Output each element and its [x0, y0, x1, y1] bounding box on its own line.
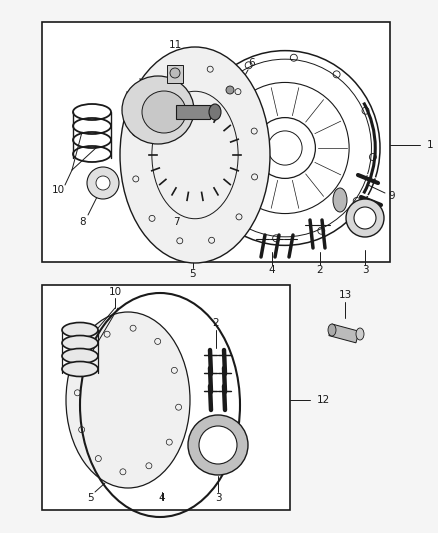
Ellipse shape — [328, 324, 336, 336]
Ellipse shape — [66, 312, 190, 488]
Bar — [167, 65, 183, 83]
Ellipse shape — [62, 349, 98, 364]
Text: 9: 9 — [389, 191, 396, 201]
Ellipse shape — [120, 47, 270, 263]
Text: 10: 10 — [51, 185, 64, 195]
Ellipse shape — [142, 91, 186, 133]
Text: 5: 5 — [190, 269, 196, 279]
Text: 3: 3 — [362, 265, 368, 275]
Bar — [42, 22, 390, 262]
Text: 2: 2 — [213, 318, 219, 328]
Bar — [42, 285, 290, 510]
Text: 2: 2 — [317, 265, 323, 275]
Text: 13: 13 — [339, 290, 352, 300]
Text: 4: 4 — [268, 265, 276, 275]
Bar — [176, 105, 210, 119]
Text: 10: 10 — [109, 287, 122, 297]
Ellipse shape — [62, 322, 98, 337]
Text: 8: 8 — [80, 217, 86, 227]
Ellipse shape — [354, 207, 376, 229]
Circle shape — [170, 68, 180, 78]
Text: 6: 6 — [249, 58, 255, 68]
Text: 12: 12 — [316, 395, 330, 405]
Ellipse shape — [122, 76, 194, 144]
Ellipse shape — [356, 328, 364, 340]
Circle shape — [226, 86, 234, 94]
Ellipse shape — [62, 335, 98, 351]
Ellipse shape — [209, 104, 221, 120]
Text: 11: 11 — [168, 40, 182, 50]
Text: 7: 7 — [173, 217, 179, 227]
Text: 4: 4 — [159, 493, 165, 503]
Ellipse shape — [62, 361, 98, 376]
Circle shape — [199, 426, 237, 464]
Circle shape — [87, 167, 119, 199]
Ellipse shape — [333, 188, 347, 212]
Circle shape — [96, 176, 110, 190]
Bar — [329, 324, 359, 343]
Text: 3: 3 — [215, 493, 221, 503]
Text: 5: 5 — [87, 493, 93, 503]
Text: 1: 1 — [427, 140, 433, 150]
Circle shape — [188, 415, 248, 475]
Ellipse shape — [346, 199, 384, 237]
